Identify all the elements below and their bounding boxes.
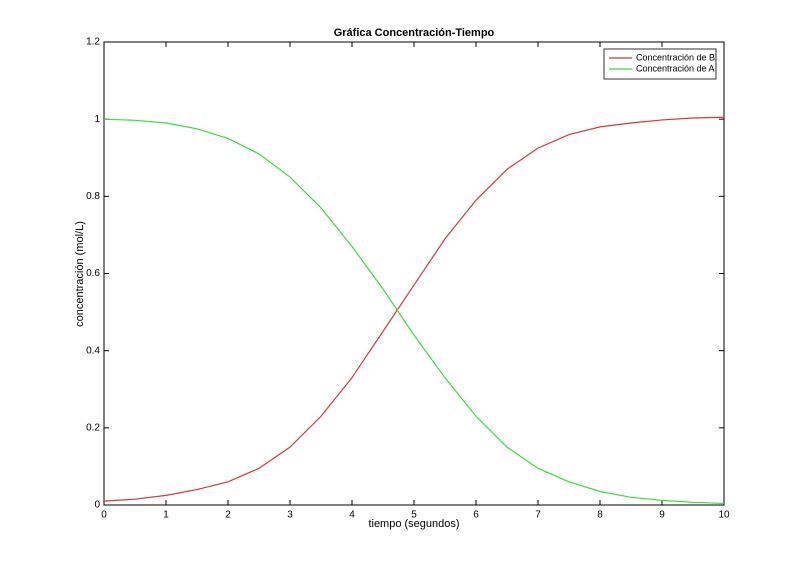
y-tick-label: 1 bbox=[94, 114, 100, 125]
y-tick-label: 0.4 bbox=[86, 345, 100, 356]
x-tick-label: 5 bbox=[411, 510, 417, 521]
series-line bbox=[103, 118, 725, 505]
y-tick-label: 0.2 bbox=[86, 422, 100, 433]
chart-title: Gráfica Concentración-Tiempo bbox=[334, 27, 495, 39]
x-tick-label: 6 bbox=[473, 510, 479, 521]
y-tick-label: 0.6 bbox=[86, 268, 100, 279]
x-axis-label: tiempo (segundos) bbox=[368, 518, 459, 530]
x-tick-label: 7 bbox=[535, 510, 541, 521]
plot-frame bbox=[103, 41, 725, 506]
x-tick-label: 10 bbox=[718, 510, 730, 521]
y-tick-label: 1.2 bbox=[86, 37, 100, 48]
x-tick-label: 9 bbox=[659, 510, 665, 521]
x-tick-label: 2 bbox=[225, 510, 231, 521]
x-tick-label: 3 bbox=[287, 510, 293, 521]
x-tick-label: 8 bbox=[597, 510, 603, 521]
y-tick-label: 0.8 bbox=[86, 191, 100, 202]
y-axis-label: concentración (mol/L) bbox=[74, 221, 86, 327]
x-tick-label: 4 bbox=[349, 510, 355, 521]
series-line bbox=[103, 116, 725, 502]
y-tick-label: 0 bbox=[94, 500, 100, 511]
legend-box bbox=[603, 48, 717, 80]
x-tick-label: 0 bbox=[101, 510, 107, 521]
legend-label: Concentración de B bbox=[636, 52, 715, 62]
x-tick-label: 1 bbox=[163, 510, 169, 521]
legend-label: Concentración de A bbox=[636, 63, 715, 73]
